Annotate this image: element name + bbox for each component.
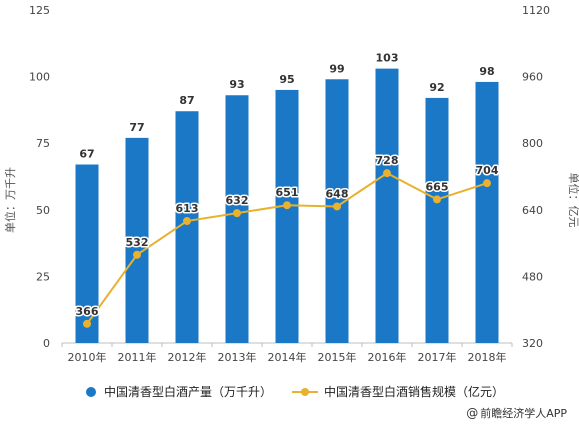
legend-bar-label: 中国清香型白酒产量（万千升） [104, 385, 273, 399]
bar-value-label: 92 [429, 81, 444, 94]
bar-value-label: 93 [229, 78, 244, 91]
line-value-label: 613 [176, 202, 199, 215]
y-left-tick-label: 25 [36, 270, 50, 283]
bar-value-label: 103 [376, 52, 399, 65]
bar[interactable] [375, 68, 399, 343]
bar-value-label: 99 [329, 62, 344, 75]
bar-value-label: 95 [279, 73, 294, 86]
line-value-label: 651 [276, 186, 299, 199]
line-value-label: 665 [426, 180, 449, 193]
bar[interactable] [475, 81, 499, 343]
y-axis-left-ticks: 0 25 50 75 100 125 [29, 4, 50, 350]
bar-value-label: 77 [129, 121, 144, 134]
y-right-tick-label: 320 [522, 337, 543, 350]
legend-item-line[interactable]: 中国清香型白酒销售规模（亿元） [292, 383, 504, 400]
x-axis-ticks: 2010年 2011年 2012年 2013年 2014年 2015年 2016年 2017年… [61, 343, 513, 364]
source-credit: @ 前瞻经济学人APP [466, 405, 567, 421]
bar-value-label: 98 [479, 65, 494, 78]
line-point[interactable] [333, 202, 341, 211]
bar-value-label: 67 [79, 148, 94, 161]
legend-bar-swatch [86, 386, 96, 397]
line-value-label: 532 [126, 236, 149, 249]
line-value-label: 704 [476, 164, 499, 177]
line-point[interactable] [383, 169, 391, 178]
line-series: 366 532 613 632 651 648 728 665 704 [74, 153, 500, 328]
legend-line-swatch [292, 387, 318, 397]
line-value-label: 728 [376, 154, 399, 167]
source-label: 前瞻经济学人APP [480, 407, 567, 420]
y-left-tick-label: 50 [36, 204, 50, 217]
x-tick-label: 2011年 [118, 350, 157, 364]
bar[interactable] [275, 89, 299, 343]
bar[interactable] [225, 95, 249, 343]
line-point[interactable] [433, 195, 441, 204]
line-point[interactable] [183, 217, 191, 226]
line-value-label: 648 [326, 187, 349, 200]
bar-series: 67 77 87 93 95 99 103 92 98 [75, 52, 499, 344]
line-point[interactable] [283, 201, 291, 210]
line-point[interactable] [83, 319, 91, 328]
y-left-tick-label: 0 [43, 337, 50, 350]
y-left-tick-label: 75 [36, 137, 50, 150]
bar[interactable] [125, 137, 149, 343]
y-right-tick-label: 1120 [522, 4, 550, 17]
legend-item-bar[interactable]: 中国清香型白酒产量（万千升） [86, 383, 272, 400]
bar-value-label: 87 [179, 94, 194, 107]
line-point[interactable] [233, 209, 241, 218]
y-axis-right-label: 单位：亿元 [567, 173, 579, 228]
bar[interactable] [175, 111, 199, 344]
line-value-label: 366 [76, 305, 99, 318]
x-tick-label: 2018年 [468, 350, 507, 364]
x-tick-label: 2010年 [68, 350, 107, 364]
bar[interactable] [75, 164, 99, 343]
bar[interactable] [425, 97, 449, 343]
copyright-icon: @ [466, 406, 479, 420]
x-tick-label: 2012年 [168, 350, 207, 364]
y-right-tick-label: 960 [522, 71, 543, 84]
y-right-tick-label: 800 [522, 137, 543, 150]
x-tick-label: 2015年 [318, 350, 357, 364]
y-right-tick-label: 640 [522, 204, 543, 217]
y-left-tick-label: 100 [29, 71, 50, 84]
line-value-label: 632 [226, 194, 249, 207]
y-left-tick-label: 125 [29, 4, 50, 17]
line-point[interactable] [133, 250, 141, 259]
y-right-tick-label: 480 [522, 270, 543, 283]
y-axis-right-ticks: 320 480 640 800 960 1120 [522, 4, 550, 350]
bar[interactable] [325, 79, 349, 343]
x-tick-label: 2014年 [268, 350, 307, 364]
x-tick-label: 2017年 [418, 350, 457, 364]
x-tick-label: 2013年 [218, 350, 257, 364]
legend: 中国清香型白酒产量（万千升） 中国清香型白酒销售规模（亿元） [0, 383, 579, 403]
legend-line-label: 中国清香型白酒销售规模（亿元） [324, 385, 505, 399]
x-tick-label: 2016年 [368, 350, 407, 364]
line-point[interactable] [483, 179, 491, 188]
y-axis-left-label: 单位：万千升 [3, 167, 17, 233]
